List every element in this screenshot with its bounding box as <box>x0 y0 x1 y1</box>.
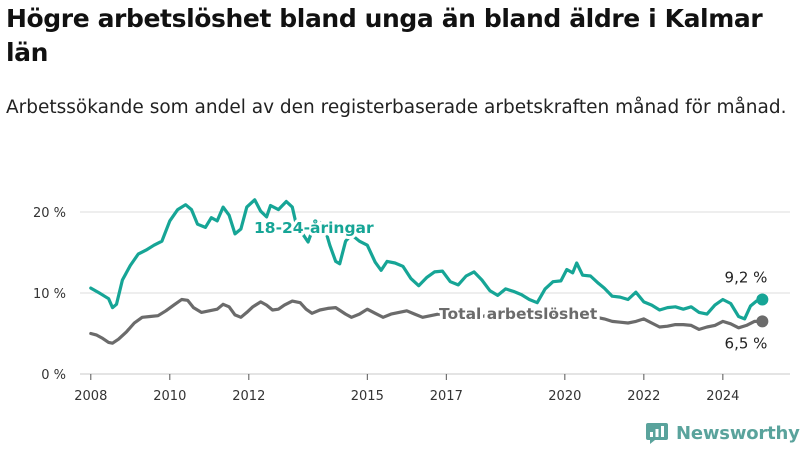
x-tick-label: 2024 <box>706 389 739 404</box>
youth-series-label: 18-24-åringar <box>254 218 374 237</box>
total-end-label: 6,5 % <box>725 334 768 352</box>
youth-end-dot <box>756 293 769 306</box>
brand-logo: Newsworthy <box>645 420 800 446</box>
y-tick-label: 10 % <box>33 287 66 302</box>
youth-end-label: 9,2 % <box>725 268 768 286</box>
total-series-label-halo: Total arbetslöshet <box>439 305 598 323</box>
chart-title: Högre arbetslöshet bland unga än bland ä… <box>6 4 763 67</box>
youth-series-line <box>89 198 764 321</box>
x-tick-label: 2010 <box>153 389 186 404</box>
line-chart: 0 % 10 % 20 % 2008 2010 2012 2015 2017 2020 2022 2… <box>33 198 790 404</box>
total-end-dot <box>756 315 769 328</box>
total-series-label: Total arbetslöshet <box>439 305 598 323</box>
brand-name: Newsworthy <box>676 422 800 444</box>
y-tick-label: 20 % <box>33 206 66 221</box>
x-tick-label: 2017 <box>430 389 463 404</box>
x-tick-label: 2020 <box>548 389 581 404</box>
youth-series-label-halo: 18-24-åringar <box>254 218 374 237</box>
x-tick-label: 2008 <box>74 389 107 404</box>
newsworthy-logo-icon <box>646 423 668 444</box>
y-tick-label: 0 % <box>41 368 66 383</box>
chart-subtitle: Arbetssökande som andel av den registerb… <box>6 97 787 118</box>
x-tick-label: 2022 <box>627 389 660 404</box>
x-tick-label: 2015 <box>351 389 384 404</box>
total-series-line <box>89 297 764 345</box>
x-tick-label: 2012 <box>232 389 265 404</box>
